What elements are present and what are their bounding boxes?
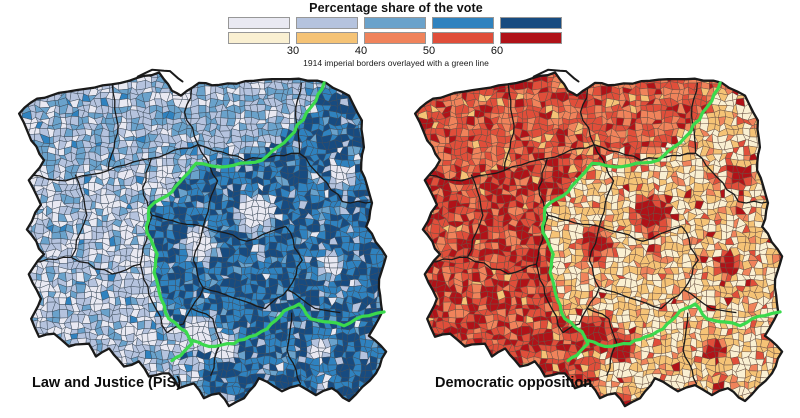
- legend-note: 1914 imperial borders overlayed with a g…: [303, 58, 489, 68]
- map-panel-opposition: Democratic opposition: [402, 64, 794, 416]
- legend-row-blue: [228, 17, 564, 29]
- municipality-mosaic: [415, 72, 783, 407]
- legend-row-red: [228, 32, 564, 44]
- imperial-border-1914-line: [540, 81, 782, 363]
- legend-tick-30: 30: [286, 45, 300, 57]
- hel-peninsula: [136, 68, 184, 83]
- legend-title: Percentage share of the vote: [309, 1, 483, 15]
- municipality-mosaic: [19, 72, 387, 407]
- legend-tick-60: 60: [490, 45, 504, 57]
- legend-swatch-red-5: [500, 32, 562, 44]
- voivodeship-borders: [22, 82, 374, 385]
- legend-swatch-blue-2: [296, 17, 358, 29]
- choropleth-map-opposition: [413, 68, 784, 408]
- choropleth-map-pis: [17, 68, 388, 408]
- map-label-pis: Law and Justice (PiS): [32, 375, 182, 391]
- poland-outline: [413, 71, 784, 408]
- legend-swatch-red-1: [228, 32, 290, 44]
- legend-ticks: 30 40 50 60: [228, 45, 564, 58]
- percentage-legend: Percentage share of the vote 30 40 50 60 19…: [228, 1, 564, 68]
- map-panel-pis: Law and Justice (PiS): [6, 64, 398, 416]
- legend-swatch-blue-5: [500, 17, 562, 29]
- legend-tick-50: 50: [422, 45, 436, 57]
- map-label-opposition: Democratic opposition: [435, 375, 593, 391]
- poland-outline: [17, 71, 388, 408]
- legend-swatch-red-2: [296, 32, 358, 44]
- legend-swatch-blue-4: [432, 17, 494, 29]
- legend-swatch-blue-1: [228, 17, 290, 29]
- legend-tick-40: 40: [354, 45, 368, 57]
- hel-peninsula: [532, 68, 580, 83]
- legend-swatch-blue-3: [364, 17, 426, 29]
- imperial-border-1914-line: [144, 81, 386, 363]
- voivodeship-borders: [418, 82, 770, 385]
- legend-swatch-red-3: [364, 32, 426, 44]
- legend-swatch-red-4: [432, 32, 494, 44]
